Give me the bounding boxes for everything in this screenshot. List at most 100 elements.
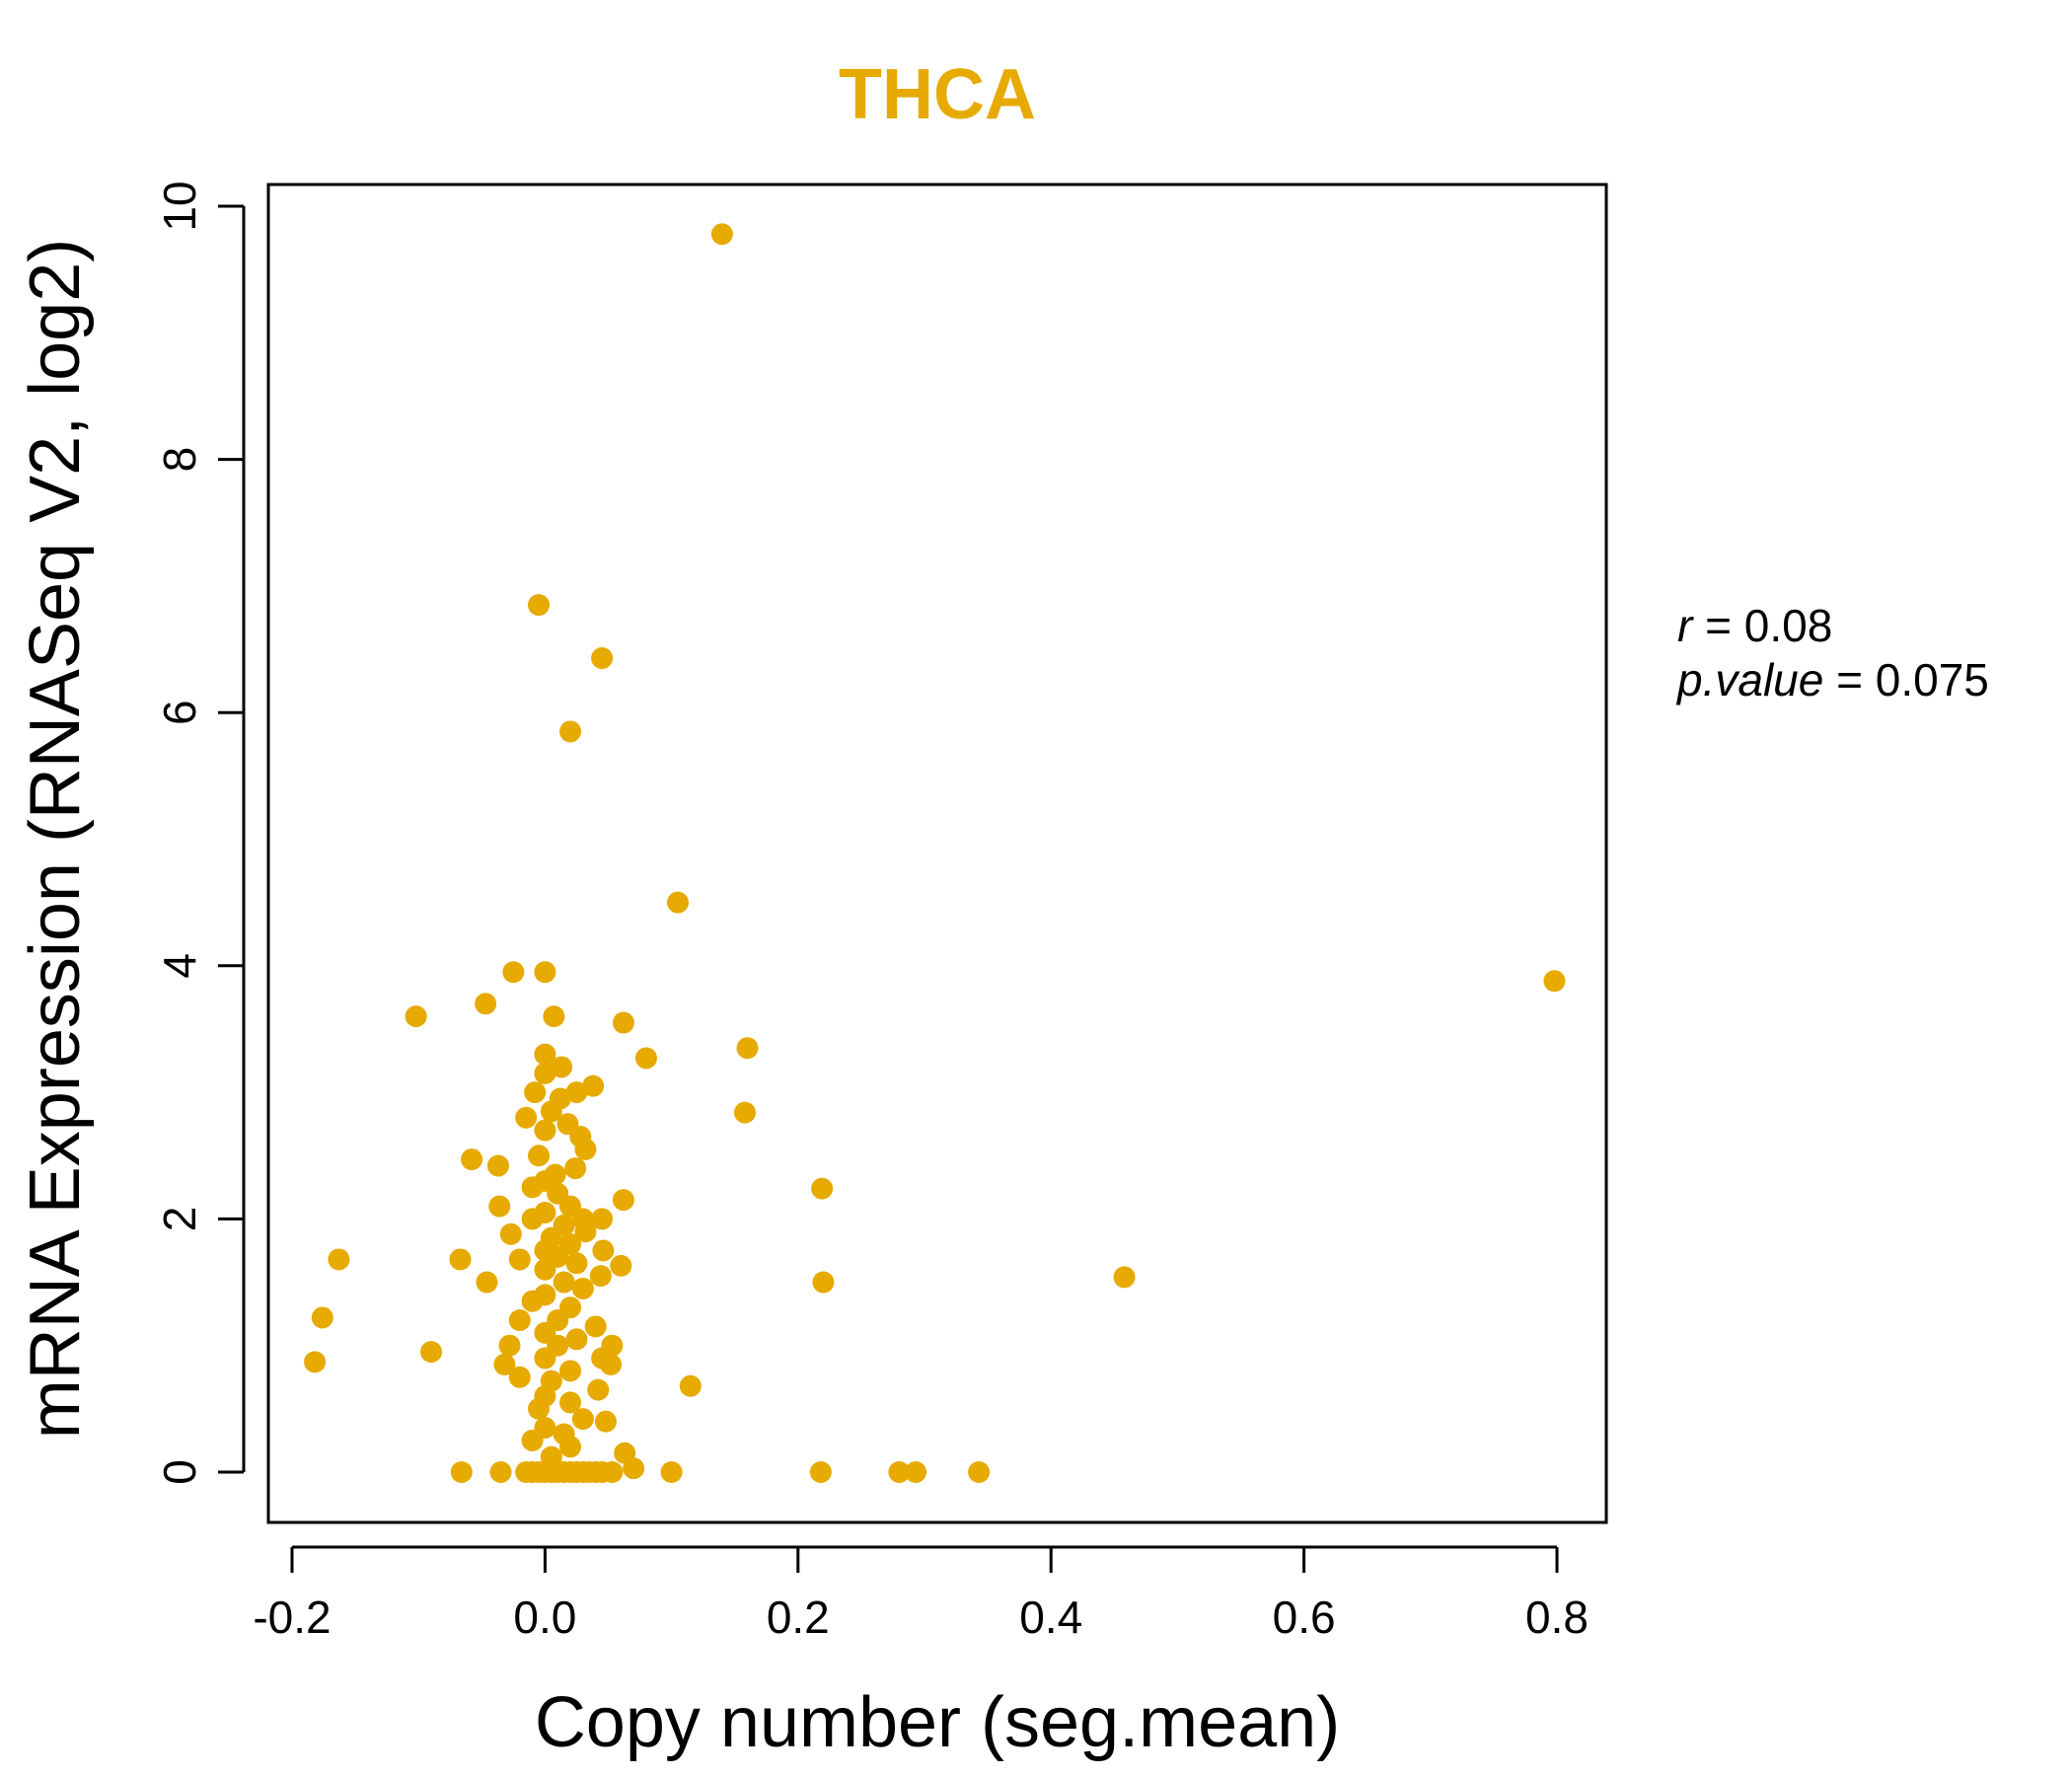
data-point: [594, 1410, 617, 1433]
data-point: [311, 1306, 333, 1329]
data-point: [521, 1461, 544, 1483]
data-point: [667, 891, 690, 914]
y-tick-label: 4: [154, 953, 205, 979]
data-point: [591, 647, 614, 670]
data-point: [420, 1341, 443, 1364]
y-tick-label: 8: [154, 447, 205, 473]
data-point: [565, 1328, 588, 1351]
data-point: [534, 1062, 556, 1084]
data-point: [521, 1208, 544, 1230]
data-point: [499, 1222, 522, 1245]
r-annotation: r = 0.08: [1677, 600, 1832, 651]
p-equals: =: [1823, 654, 1875, 705]
x-tick-label: 0.2: [767, 1591, 830, 1643]
data-point: [587, 1378, 610, 1401]
data-point: [527, 1397, 550, 1420]
data-point: [592, 1239, 615, 1262]
x-tick-label: -0.2: [253, 1591, 331, 1643]
data-point: [559, 1391, 582, 1414]
r-value: 0.08: [1744, 600, 1833, 651]
data-point: [600, 1353, 623, 1375]
data-point: [589, 1265, 612, 1288]
data-point: [508, 1366, 531, 1388]
data-point: [559, 1436, 582, 1458]
data-point: [553, 1271, 575, 1294]
data-point: [521, 1429, 544, 1451]
data-point: [574, 1221, 597, 1243]
data-point: [540, 1100, 562, 1123]
data-point: [304, 1351, 327, 1373]
y-tick-label: 0: [154, 1459, 205, 1485]
data-point: [1113, 1266, 1136, 1289]
data-point: [521, 1176, 544, 1199]
data-point: [534, 961, 556, 984]
data-point: [551, 1056, 573, 1078]
data-point: [811, 1177, 834, 1200]
x-tick-label: 0.0: [513, 1591, 576, 1643]
p-value: 0.075: [1876, 654, 1989, 705]
data-point: [679, 1374, 702, 1397]
data-point: [591, 1208, 614, 1230]
data-point: [488, 1195, 511, 1218]
data-point: [328, 1248, 350, 1271]
data-point: [565, 1081, 588, 1104]
data-point: [475, 993, 497, 1015]
data-point: [733, 1101, 756, 1124]
data-point: [888, 1461, 911, 1483]
data-point: [601, 1461, 624, 1483]
plot-frame: [266, 183, 1608, 1524]
data-point: [571, 1408, 594, 1431]
data-point: [809, 1461, 832, 1483]
data-point: [508, 1309, 531, 1332]
data-point: [610, 1254, 632, 1277]
data-point: [660, 1461, 683, 1483]
data-point: [543, 1005, 565, 1028]
data-point: [498, 1334, 521, 1357]
p-annotation: p.value = 0.075: [1675, 654, 1989, 705]
r-equals: =: [1692, 600, 1743, 651]
x-ticks: -0.2 0.0 0.2 0.4 0.6 0.8: [253, 1547, 1589, 1643]
data-point: [534, 1119, 556, 1142]
data-point: [612, 1189, 634, 1212]
data-point: [527, 1145, 550, 1167]
data-point: [405, 1005, 427, 1028]
y-axis-title: mRNA Expression (RNASeq V2, log2): [16, 239, 95, 1439]
y-tick-label: 6: [154, 700, 205, 725]
r-label: r: [1677, 600, 1694, 651]
data-point: [564, 1157, 587, 1180]
x-tick-label: 0.4: [1019, 1591, 1082, 1643]
data-point: [515, 1106, 538, 1129]
data-point: [450, 1461, 473, 1483]
x-axis-title: Copy number (seg.mean): [535, 1683, 1340, 1762]
data-point: [968, 1461, 991, 1483]
data-point: [584, 1315, 607, 1338]
y-tick-label: 2: [154, 1207, 205, 1232]
y-tick-label: 10: [154, 181, 205, 231]
data-point: [502, 961, 525, 984]
chart-title: THCA: [839, 55, 1036, 134]
data-point: [449, 1248, 472, 1271]
data-point: [1543, 970, 1566, 993]
x-tick-label: 0.6: [1273, 1591, 1336, 1643]
data-points: [304, 223, 1566, 1483]
data-point: [559, 1360, 582, 1382]
data-point: [571, 1277, 594, 1299]
data-point: [524, 1081, 547, 1104]
data-point: [489, 1461, 512, 1483]
data-point: [534, 1347, 556, 1369]
data-point: [493, 1353, 516, 1375]
data-point: [612, 1011, 634, 1034]
p-label: p.value: [1675, 654, 1823, 705]
data-point: [527, 594, 550, 617]
x-tick-label: 0.8: [1525, 1591, 1589, 1643]
data-point: [461, 1148, 483, 1171]
data-point: [559, 720, 582, 743]
data-point: [508, 1248, 531, 1271]
data-point: [486, 1154, 509, 1177]
data-point: [584, 1461, 607, 1483]
data-point: [565, 1252, 588, 1275]
data-point: [534, 1258, 556, 1281]
data-point: [534, 1043, 556, 1066]
data-point: [476, 1271, 498, 1294]
